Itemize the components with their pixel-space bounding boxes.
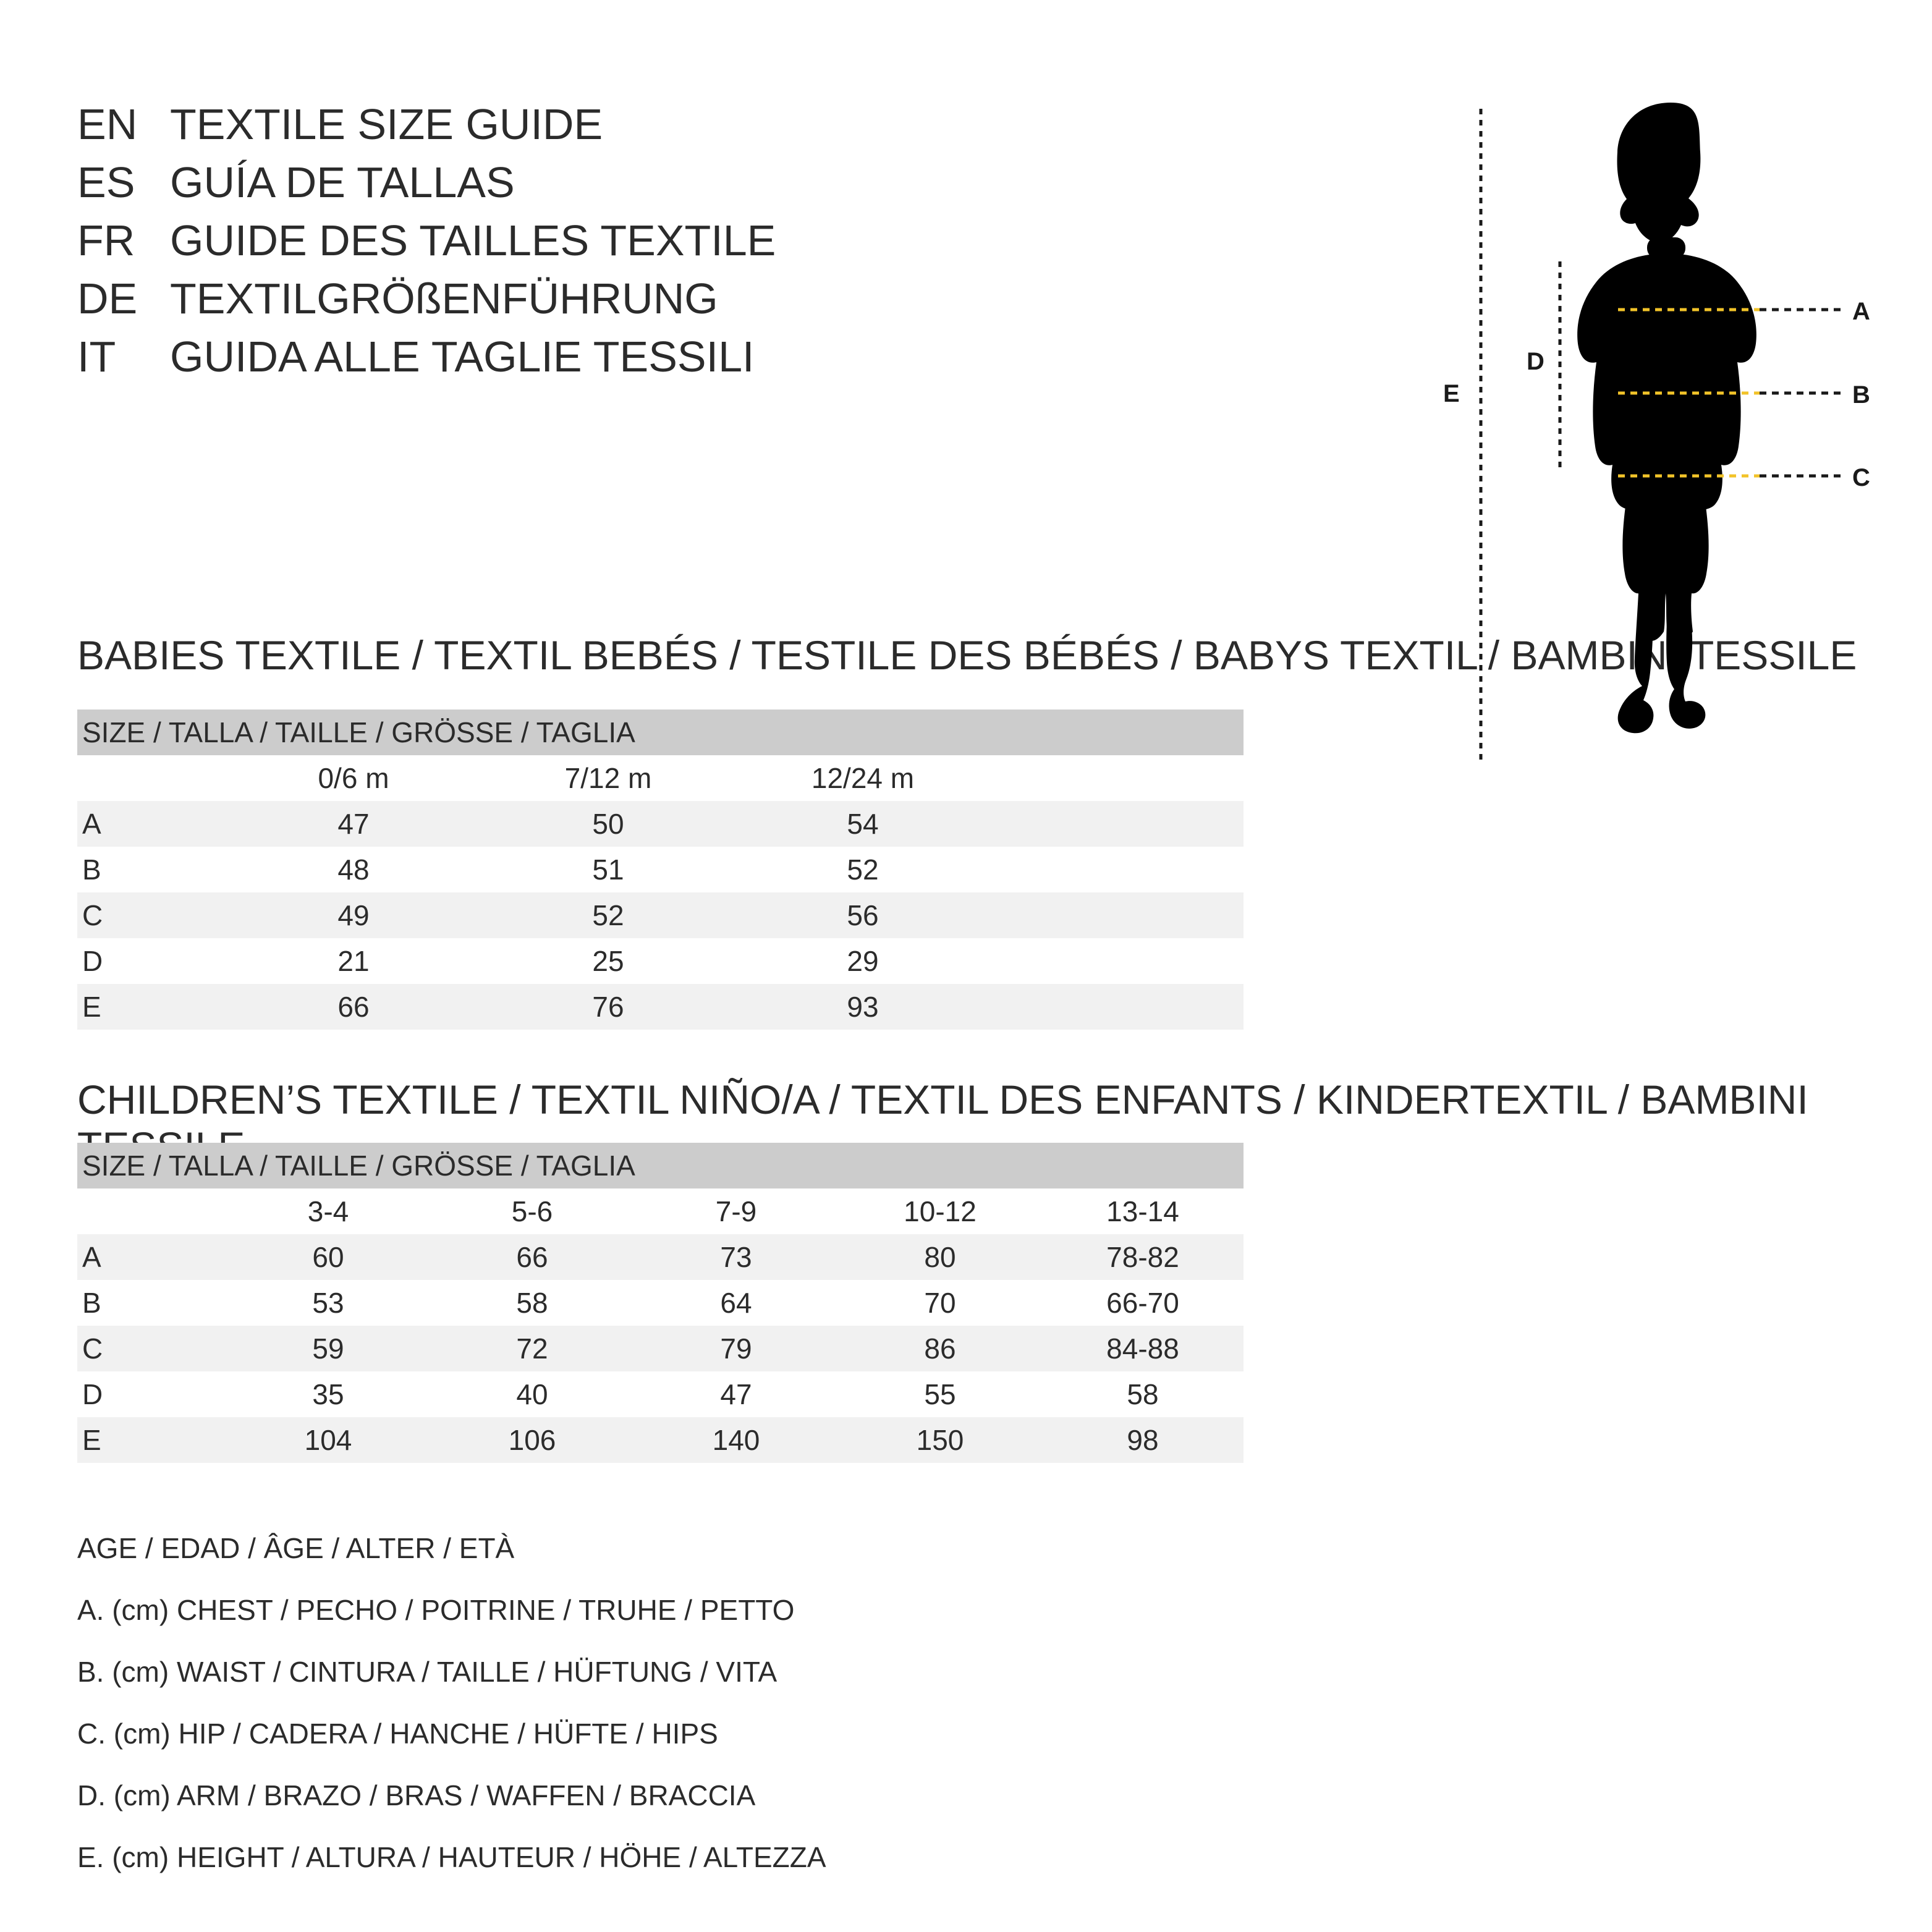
svg-text:D: D: [1527, 348, 1544, 375]
svg-text:C: C: [1852, 464, 1870, 491]
svg-text:E: E: [1443, 380, 1460, 407]
svg-text:A: A: [1852, 298, 1870, 325]
svg-text:B: B: [1852, 381, 1870, 409]
